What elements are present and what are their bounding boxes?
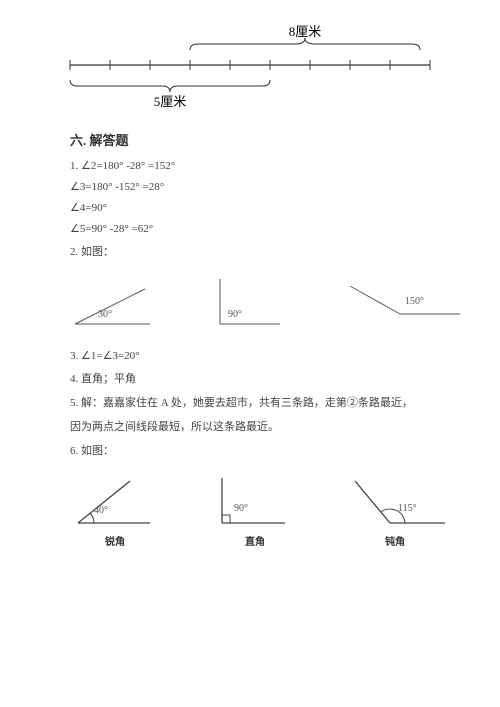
q1-line4: ∠5=90° -28° =62°	[70, 222, 450, 235]
q6-label: 6. 如图：	[70, 442, 450, 458]
obtuse-angle: 115°	[350, 473, 440, 528]
right-angle: 90°	[210, 473, 300, 528]
q5-line2: 因为两点之间线段最短，所以这条路最近。	[70, 418, 450, 434]
q2-label: 2. 如图：	[70, 243, 450, 259]
angle-90: 90°	[210, 274, 300, 329]
section-title: 六. 解答题	[70, 130, 450, 149]
acute-deg: 40°	[94, 505, 108, 516]
ruler-top-label: 8厘米	[289, 24, 322, 39]
q4-line: 4. 直角；平角	[70, 370, 450, 386]
q1-line2: ∠3=180° -152° =28°	[70, 180, 450, 193]
acute-name: 锐角	[105, 533, 125, 548]
q3-line: 3. ∠1=∠3=20°	[70, 349, 450, 362]
ruler-bottom-label: 5厘米	[154, 94, 187, 109]
right-name: 直角	[245, 533, 265, 548]
angle-30: 30°	[70, 274, 160, 329]
angle-row-2: 40° 锐角 90° 直角 115° 钝角	[70, 473, 450, 548]
right-deg: 90°	[234, 503, 248, 514]
obtuse-deg: 115°	[398, 503, 417, 514]
angle-90-label: 90°	[228, 309, 242, 320]
acute-angle: 40°	[70, 473, 160, 528]
angle-row-1: 30° 90° 150°	[70, 274, 450, 329]
angle-150-label: 150°	[405, 296, 424, 307]
q5-line1: 5. 解：嘉嘉家住在 A 处，她要去超市，共有三条路，走第②条路最近，	[70, 394, 450, 410]
angle-30-label: 30°	[98, 309, 112, 320]
q1-line1: 1. ∠2=180° -28° =152°	[70, 159, 450, 172]
angle-150: 150°	[350, 274, 440, 329]
ruler-diagram: 8厘米 5厘米	[70, 30, 450, 110]
obtuse-name: 钝角	[385, 533, 405, 548]
q1-line3: ∠4=90°	[70, 201, 450, 214]
